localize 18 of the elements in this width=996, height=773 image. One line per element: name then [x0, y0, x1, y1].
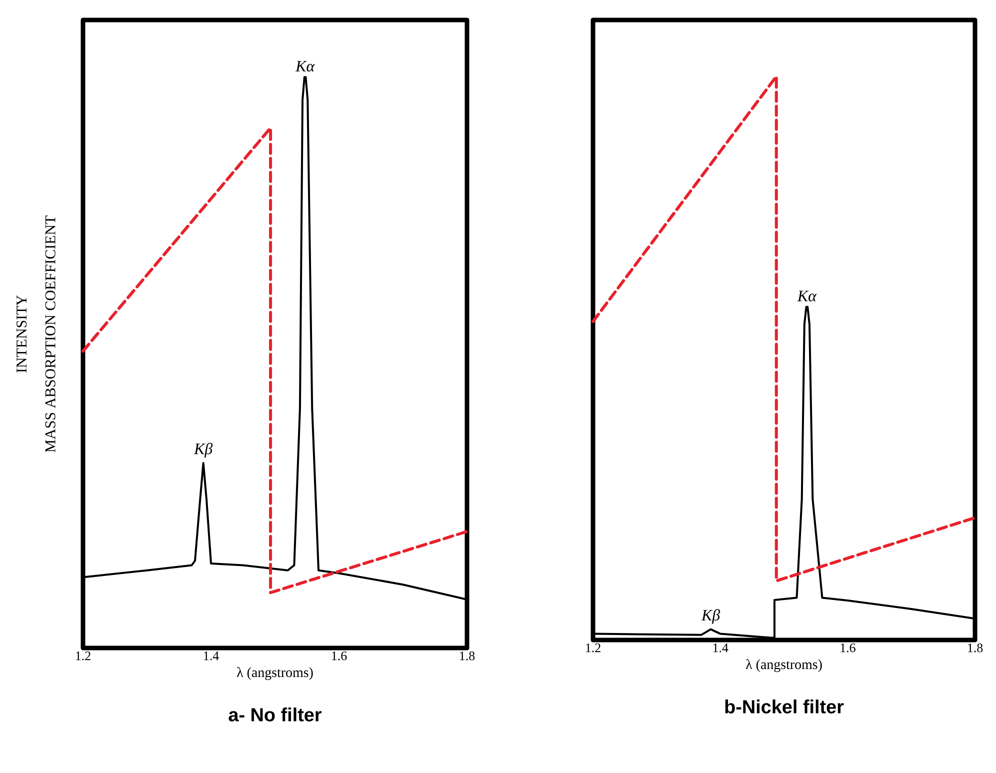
x-axis-title: λ (angstroms) — [746, 659, 822, 672]
x-tick-label: 1.4 — [713, 644, 728, 652]
x-tick-label: 1.2 — [76, 652, 90, 660]
x-tick-label: 1.8 — [460, 652, 475, 660]
x-tick-label: 1.6 — [332, 652, 347, 660]
x-tick-label: 1.8 — [968, 644, 983, 652]
annotation: Kβ — [701, 609, 720, 624]
text: MASS ABSORPTION COEFFICIENT — [45, 216, 56, 452]
text: a- No filter — [228, 708, 322, 722]
annotation: Kα — [797, 290, 817, 302]
text: b-Nickel filter — [725, 700, 844, 714]
x-tick-label: 1.4 — [204, 652, 219, 660]
annotation: Kα — [295, 60, 315, 72]
annotation: Kβ — [194, 442, 213, 458]
y-axis-title: INTENSITY — [16, 295, 27, 372]
x-axis-title: λ (angstroms) — [236, 667, 313, 680]
x-tick-label: 1.2 — [586, 644, 600, 652]
x-tick-label: 1.6 — [840, 644, 856, 652]
